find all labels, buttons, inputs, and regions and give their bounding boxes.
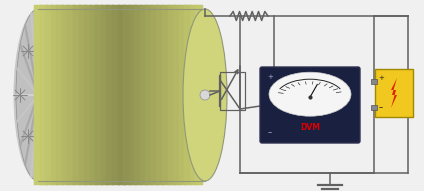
Circle shape [200, 90, 210, 100]
Bar [220, 72, 245, 110]
Ellipse shape [16, 9, 60, 181]
Ellipse shape [16, 9, 60, 181]
Text: DVM: DVM [300, 122, 320, 131]
Ellipse shape [20, 9, 56, 181]
Ellipse shape [27, 9, 49, 181]
Ellipse shape [18, 9, 58, 181]
Ellipse shape [22, 9, 54, 181]
Ellipse shape [14, 9, 62, 181]
Text: +: + [378, 75, 384, 81]
Ellipse shape [29, 9, 47, 181]
Ellipse shape [269, 72, 351, 116]
Text: Ionization Chamber: Ionization Chamber [52, 8, 188, 22]
FancyBboxPatch shape [375, 69, 413, 117]
FancyBboxPatch shape [260, 67, 360, 143]
Ellipse shape [25, 9, 51, 181]
Bar [371, 105, 377, 110]
Bar [38, 9, 205, 181]
Ellipse shape [31, 9, 45, 181]
Bar [371, 79, 377, 84]
Polygon shape [391, 78, 397, 108]
Ellipse shape [183, 9, 227, 181]
Text: –: – [268, 129, 272, 138]
Text: +: + [267, 74, 273, 80]
Ellipse shape [33, 9, 43, 181]
Text: –: – [379, 104, 383, 112]
